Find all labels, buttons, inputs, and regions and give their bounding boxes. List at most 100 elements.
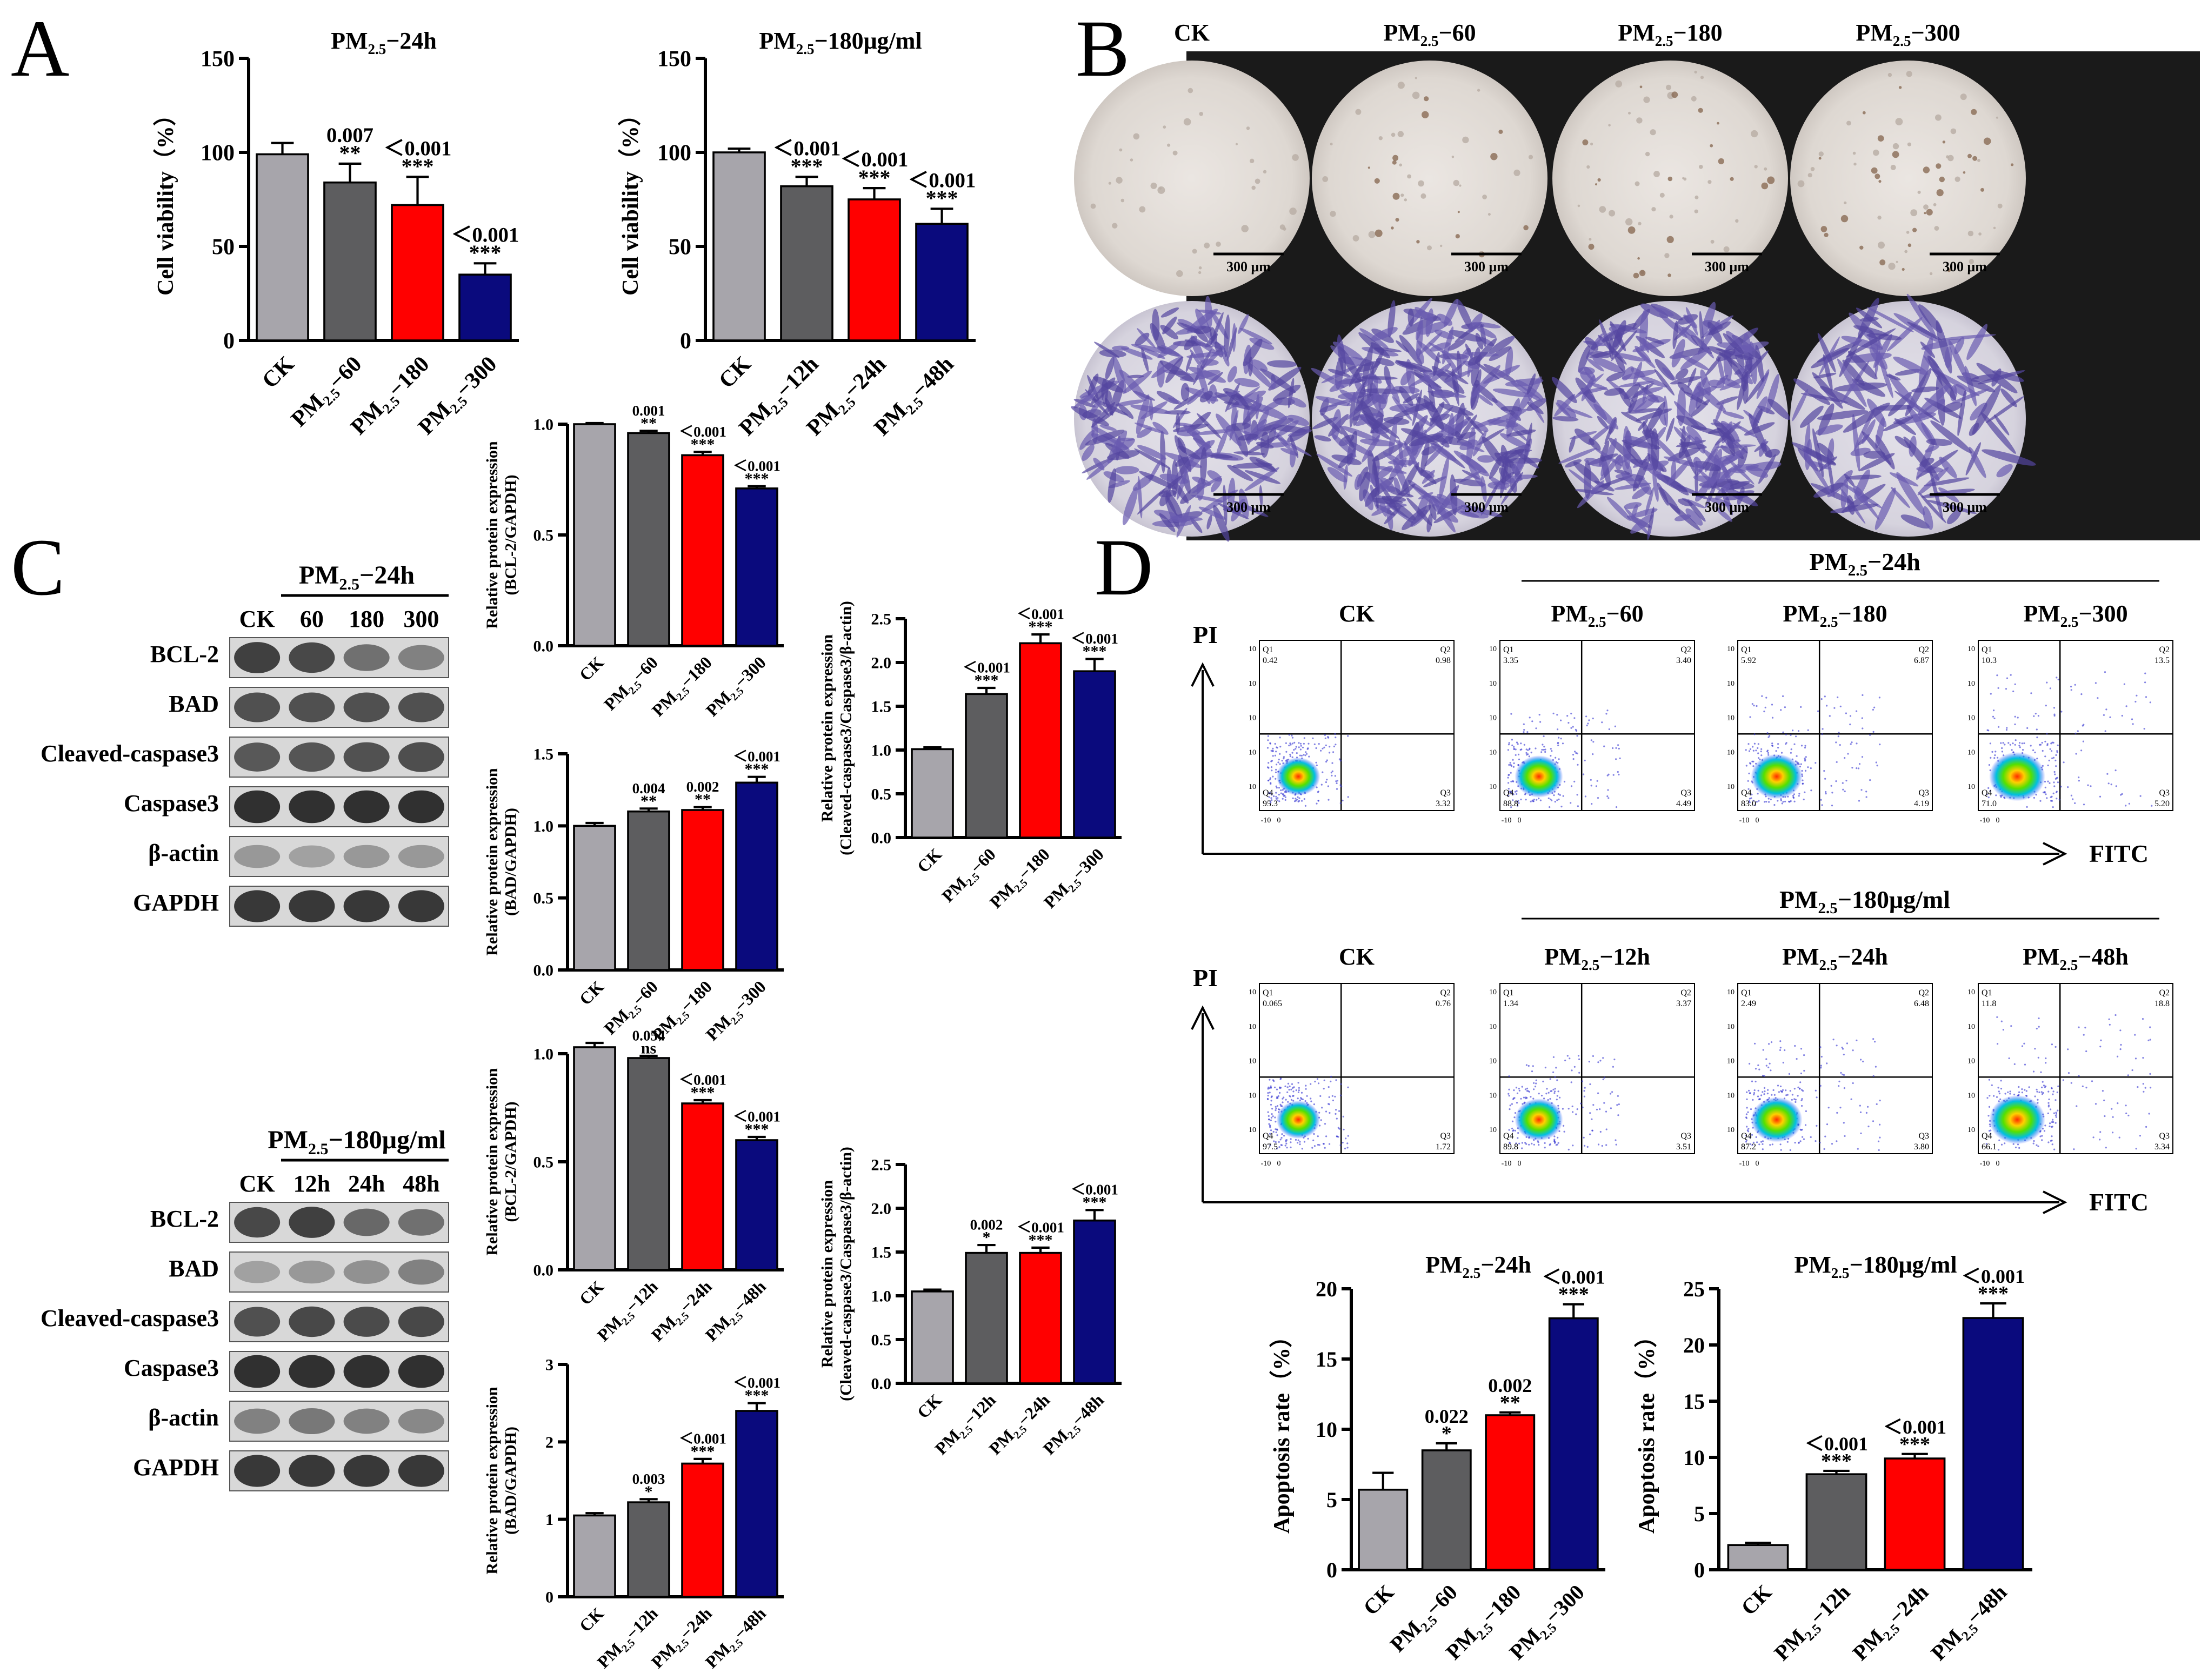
p-value-label: 0.002 <box>1488 1375 1532 1396</box>
significance-stars: *** <box>926 186 958 210</box>
event-dot <box>1304 1100 1306 1102</box>
event-dot <box>1339 1094 1342 1096</box>
category-label-part: PM <box>985 1425 1018 1458</box>
significance-stars: ** <box>641 414 657 432</box>
event-dot <box>1324 734 1326 736</box>
event-dot <box>2056 677 2058 679</box>
cell-debris <box>1330 211 1336 217</box>
stained-cell <box>1224 314 1230 358</box>
event-dot <box>2053 707 2056 709</box>
stained-cell <box>1970 403 1987 421</box>
protein-label: β-actin <box>148 840 219 866</box>
stained-cell <box>1460 505 1503 517</box>
category-label: CK <box>913 844 945 876</box>
cell-debris <box>1459 184 1462 187</box>
event-dot <box>1817 710 1819 712</box>
stained-cell <box>1157 342 1182 358</box>
event-dot <box>1780 799 1782 801</box>
event-dot <box>1769 1144 1771 1146</box>
y-tick-label: 15 <box>1316 1347 1337 1371</box>
event-dot <box>1586 725 1588 727</box>
event-dot <box>1860 1132 1862 1134</box>
chart-title-part: PM <box>1425 1251 1462 1278</box>
cell-debris <box>1150 182 1157 189</box>
stained-cell <box>1214 392 1240 406</box>
event-dot <box>1606 774 1609 777</box>
event-dot <box>1785 1094 1787 1096</box>
cell-debris <box>1645 151 1650 157</box>
cell-debris <box>1615 80 1623 88</box>
cell-debris <box>1440 244 1443 247</box>
flow-plot-title-part: 2.5 <box>1819 957 1838 973</box>
event-dot <box>2137 1086 2139 1088</box>
event-dot <box>1555 1067 1557 1069</box>
event-dot <box>1745 1139 1748 1141</box>
event-dot <box>1326 759 1328 761</box>
event-dot <box>1290 1141 1292 1143</box>
event-dot <box>1285 1142 1288 1144</box>
event-dot <box>2044 791 2046 793</box>
cell-debris <box>1954 176 1960 182</box>
event-dot <box>1839 705 1842 707</box>
event-dot <box>1541 748 1543 751</box>
event-dot <box>2026 806 2028 808</box>
stained-cell <box>1894 418 1917 436</box>
blot-band <box>398 692 444 722</box>
quadrant-value: 0.98 <box>1436 656 1451 665</box>
event-dot <box>1282 793 1284 795</box>
blot-band <box>343 845 390 868</box>
stained-cell <box>1954 337 1965 354</box>
event-dot <box>1275 785 1277 787</box>
axis-tick-label: -10 <box>1261 1160 1271 1168</box>
event-dot <box>1509 1142 1511 1144</box>
stained-cell <box>1687 500 1706 522</box>
event-dot <box>1795 1101 1797 1103</box>
axis-tick-label: 0 <box>1518 1160 1522 1168</box>
event-dot <box>1615 1139 1617 1141</box>
event-dot <box>1879 1136 1881 1139</box>
event-dot <box>1555 757 1557 759</box>
event-dot <box>1321 1107 1323 1109</box>
event-dot <box>1516 790 1518 792</box>
event-dot <box>1270 760 1272 762</box>
category-label: CK <box>714 352 756 393</box>
category-label: CK <box>257 352 299 393</box>
event-dot <box>1549 1078 1551 1080</box>
event-dot <box>1779 1049 1782 1051</box>
bar <box>1548 1317 1599 1571</box>
event-dot <box>1589 1083 1591 1086</box>
cell-debris <box>1650 129 1656 136</box>
event-dot <box>1514 791 1517 793</box>
event-dot <box>1293 749 1295 751</box>
event-dot <box>1768 1043 1770 1045</box>
event-dot <box>1562 742 1564 745</box>
quadrant-label: Q2 <box>2159 645 2170 654</box>
stained-cell <box>1927 355 1957 401</box>
event-dot <box>1275 1107 1277 1109</box>
event-dot <box>2030 745 2032 747</box>
significance-stars: *** <box>1083 1194 1107 1212</box>
event-dot <box>2051 1143 2053 1146</box>
significance-stars: * <box>1442 1422 1452 1445</box>
event-dot <box>1531 1070 1533 1073</box>
event-dot <box>1782 801 1784 803</box>
event-dot <box>2000 1020 2003 1022</box>
chart-title-part: PM <box>759 28 796 54</box>
cell-debris <box>1963 171 1966 174</box>
event-dot <box>1517 1137 1519 1139</box>
event-dot <box>2009 744 2011 746</box>
event-dot <box>1819 1046 1822 1048</box>
stained-cell <box>1122 487 1138 525</box>
stained-cell <box>1685 508 1703 526</box>
dish-field <box>1790 61 2026 296</box>
cell-debris <box>1923 166 1930 173</box>
stained-cell <box>1115 399 1145 406</box>
event-dot <box>2032 749 2034 751</box>
y-axis-label: Relative protein expression <box>818 634 836 822</box>
category-label-part: PM <box>600 1006 633 1039</box>
event-dot <box>1751 760 1753 762</box>
flow-plot-title-part: −300 <box>2079 600 2128 627</box>
cell-debris <box>1628 111 1631 115</box>
event-dot <box>1563 780 1566 783</box>
